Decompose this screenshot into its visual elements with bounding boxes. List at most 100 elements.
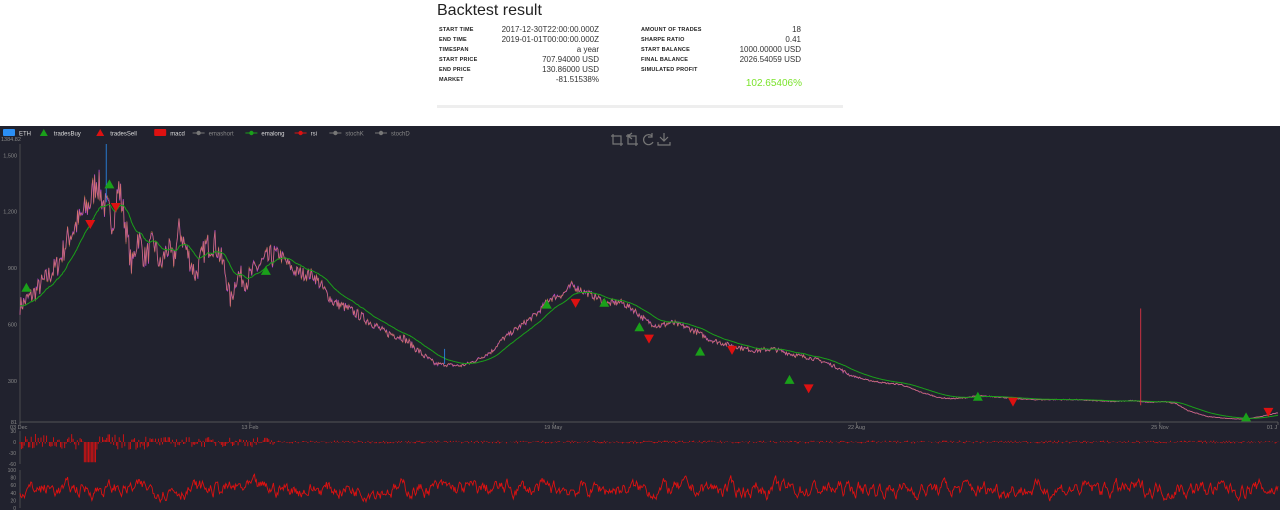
value-final-balance: 2026.54059 USD [739,55,801,64]
y-tick-label: 900 [8,266,17,272]
backtest-title: Backtest result [437,2,542,19]
eth-price-line-secondary [19,172,1278,420]
macd-y-tick: 0 [13,440,16,446]
row-final-balance: FINAL BALANCE 2026.54059 USD [641,55,801,65]
value-timespan: a year [576,45,599,54]
row-start-balance: START BALANCE 1000.00000 USD [641,45,801,55]
row-start-time: START TIME 2017-12-30T22:00:00.000Z [439,25,599,35]
rsi-y-tick: 100 [8,468,17,474]
value-sharpe-ratio: 0.41 [785,35,801,44]
legend-item-emalong[interactable]: emalong [245,130,284,138]
macd-bars [19,434,1279,463]
legend-item-stochd[interactable]: stochD [375,130,410,138]
legend-dot [333,130,338,136]
restore-icon[interactable] [643,133,654,146]
value-market: -81.51538% [555,75,599,84]
legend-item-eth[interactable]: ETH [3,129,31,138]
legend-item-tradesbuy[interactable]: tradesBuy [39,129,81,138]
chart-container[interactable]: ETH tradesBuy tradesSell macd emashort emalon… [0,126,1280,512]
legend-swatch [3,129,15,136]
legend-label: ETH [19,132,31,138]
value-amount-of-trades: 18 [792,25,801,34]
legend-item-emashort[interactable]: emashort [192,130,234,138]
x-tick-label: 22 Aug [848,425,865,431]
x-axis: 03 Dec 13 Feb 19 May 22 Aug 25 Nov 01 J [10,421,1279,431]
trade-sell-marker [1007,397,1018,407]
rsi-y-tick: 60 [10,483,16,489]
eth-price-line [19,169,1279,420]
legend-dot [298,130,303,136]
trade-sell-marker [644,334,654,344]
trade-buy-marker [634,322,645,332]
legend-item-tradessell[interactable]: tradesSell [96,129,137,138]
x-tick-label: 19 May [544,425,562,431]
label-end-price: END PRICE [439,67,471,73]
legend-dot [249,130,254,136]
label-sharpe-ratio: SHARPE RATIO [641,37,685,43]
price-chart-svg[interactable]: ETH tradesBuy tradesSell macd emashort emalon… [0,126,1280,512]
value-start-balance: 1000.00000 USD [739,45,801,54]
trade-buy-marker [541,299,552,309]
trade-buy-marker [972,391,983,401]
trades-group [21,179,1274,422]
y-tick-label: 1,200 [3,210,17,216]
trade-sell-marker [1263,407,1274,417]
backtest-summary-panel: Backtest result [437,0,843,108]
trade-buy-marker [1241,412,1252,422]
y-tick-label: 81 [11,420,17,426]
macd-y-tick: -30 [9,451,16,457]
legend-label: tradesSell [110,132,137,138]
label-simulated-profit: SIMULATED PROFIT [641,67,698,73]
label-timespan: TIMESPAN [439,47,469,53]
x-tick-label: 03 Dec [10,425,28,431]
value-start-time: 2017-12-30T22:00:00.000Z [501,25,599,34]
zoom-reset-icon[interactable] [626,132,638,146]
legend-dot [378,130,384,136]
trade-buy-marker [104,179,115,189]
label-end-time: END TIME [439,37,467,43]
row-simulated-profit: SIMULATED PROFIT [641,65,801,75]
legend-dot [196,130,201,136]
x-tick-label: 25 Nov [1151,425,1169,431]
label-start-time: START TIME [439,27,474,33]
trade-sell-marker [803,384,814,394]
zoom-icon[interactable] [611,134,623,146]
label-final-balance: FINAL BALANCE [641,57,689,63]
label-start-price: START PRICE [439,57,478,63]
price-series-group [19,144,1279,420]
legend-item-macd[interactable]: macd [154,129,185,138]
y-max-label: 1384.82 [1,137,21,143]
trade-sell-marker [727,345,738,355]
row-end-time: END TIME 2019-01-01T00:00:00.000Z [439,35,599,45]
simulated-profit-value: 102.65406% [745,78,802,89]
row-start-price: START PRICE 707.94000 USD [439,55,599,65]
trade-sell-marker [85,219,96,229]
legend-label: stochK [345,132,363,138]
legend-item-rsi[interactable]: rsi [294,130,317,138]
y-tick-label: 600 [8,322,17,328]
value-end-time: 2019-01-01T00:00:00.000Z [501,35,599,44]
price-axes: 81 300 600 900 1,200 1,500 1384.82 [1,137,21,426]
save-image-icon[interactable] [657,133,671,146]
panel-divider [437,105,843,108]
legend-triangle-icon [96,129,105,136]
trade-buy-marker [260,265,271,275]
legend-item-stochk[interactable]: stochK [329,130,364,138]
y-tick-label: 300 [8,379,17,385]
trade-buy-marker [784,374,795,384]
macd-y-tick: 30 [10,429,16,435]
label-amount-of-trades: AMOUNT OF TRADES [641,27,702,33]
value-end-price: 130.86000 USD [542,65,599,74]
legend-label: emalong [261,132,284,138]
legend-label: rsi [311,132,317,138]
macd-y-tick: -60 [9,462,16,468]
chart-toolbox [611,132,671,146]
label-market: MARKET [439,77,464,83]
trade-sell-marker [570,298,581,308]
legend-triangle-up-icon [39,129,48,136]
row-sharpe-ratio: SHARPE RATIO 0.41 [641,35,801,45]
row-market: MARKET -81.51538% [439,75,599,85]
rsi-y-tick: 80 [10,476,16,482]
macd-panel: 30 0 -30 -60 [9,429,1279,468]
rsi-y-tick: 20 [10,498,16,504]
